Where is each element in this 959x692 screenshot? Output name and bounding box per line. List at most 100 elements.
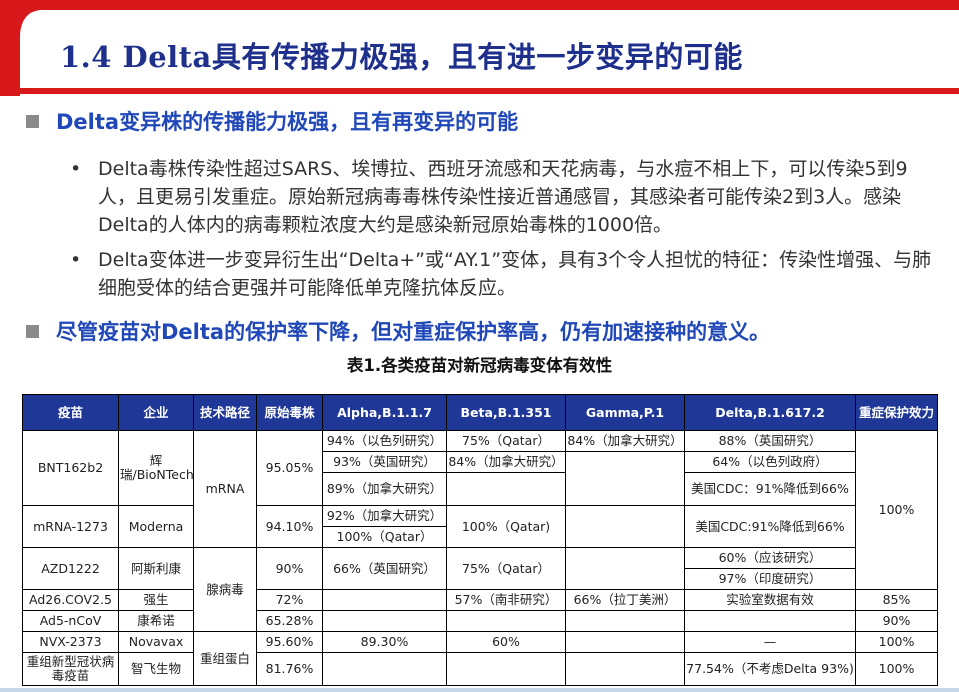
delta-cell: 97%（印度研究） [684, 568, 856, 590]
alpha-cell [322, 610, 447, 632]
alpha-cell [322, 652, 447, 686]
table-row: Ad26.COV2.5 强生 72% 57%（南非研究） 66%（拉丁美洲） 实… [22, 589, 938, 611]
original-strain-cell: 81.76% [256, 652, 323, 686]
delta-cell: 美国CDC:91%降低到66% [684, 505, 856, 548]
delta-cell [684, 610, 856, 632]
slide-title: 1.4 Delta具有传播力极强，且有进一步变异的可能 [60, 40, 743, 74]
gamma-cell [565, 505, 685, 548]
severe-protection-cell: 100% [855, 430, 938, 590]
delta-cell: 实验室数据有效 [684, 589, 856, 611]
vaccine-efficacy-table: 疫苗 企业 技术路径 原始毒株 Alpha,B.1.1.7 Beta,B.1.3… [22, 394, 938, 686]
beta-cell: 75%（Qatar） [446, 547, 566, 590]
footer-divider [0, 688, 959, 692]
beta-cell: 57%（南非研究） [446, 589, 566, 611]
square-bullet-icon [26, 324, 39, 338]
severe-protection-cell: 100% [855, 652, 938, 686]
table-title: 表1.各类疫苗对新冠病毒变体有效性 [346, 356, 613, 375]
company-cell: 智飞生物 [118, 652, 194, 686]
header-cell: 原始毒株 [256, 394, 323, 431]
table-row: NVX-2373 Novavax 重组蛋白 95.60% 89.30% 60% … [22, 631, 938, 686]
original-strain-cell: 95.60% [256, 631, 323, 653]
company-cell: 阿斯利康 [118, 547, 194, 590]
tech-cell: mRNA [193, 430, 257, 548]
bullet-text: Delta毒株传染性超过SARS、埃博拉、西班牙流感和天花病毒，与水痘不相上下，… [98, 158, 908, 236]
delta-cell: — [684, 631, 856, 653]
vaccine-cell: NVX-2373 [22, 631, 119, 653]
section-heading-text: Delta变异株的传播能力极强，且有再变异的可能 [56, 110, 519, 134]
table-row: BNT162b2 辉瑞/BioNTech mRNA 95.05% 94%（以色列… [22, 430, 938, 590]
dot-bullet-icon: • [70, 158, 82, 180]
square-bullet-icon [26, 114, 39, 128]
beta-cell: 60% [446, 631, 566, 653]
company-cell: Moderna [118, 505, 194, 548]
header-red-swoosh [0, 0, 959, 96]
alpha-cell: 89%（加拿大研究） [322, 472, 447, 506]
original-strain-cell: 94.10% [256, 505, 323, 548]
gamma-cell [565, 451, 685, 506]
original-strain-cell: 65.28% [256, 610, 323, 632]
section-heading-1: Delta变异株的传播能力极强，且有再变异的可能 [26, 106, 518, 136]
slide-header: 1.4 Delta具有传播力极强，且有进一步变异的可能 [0, 0, 959, 96]
vaccine-cell: Ad5-nCoV [22, 610, 119, 632]
alpha-cell [322, 589, 447, 611]
header-cell: Beta,B.1.351 [446, 394, 566, 431]
table-row: AZD1222 阿斯利康 腺病毒 90% 66%（英国研究） 75%（Qatar… [22, 547, 938, 632]
table-row: 重组新型冠状病毒疫苗 智飞生物 81.76% 77.54%（不考虑Delta 9… [22, 652, 938, 686]
original-strain-cell: 72% [256, 589, 323, 611]
delta-cell: 美国CDC：91%降低到66% [684, 472, 856, 506]
company-cell: Novavax [118, 631, 194, 653]
table-row: mRNA-1273 Moderna 94.10% 92%（加拿大研究） 100%… [22, 505, 938, 548]
gamma-cell: 84%（加拿大研究） [565, 430, 685, 452]
vaccine-cell: AZD1222 [22, 547, 119, 590]
severe-protection-cell: 90% [855, 610, 938, 632]
alpha-cell: 66%（英国研究） [322, 547, 447, 590]
section-heading-text: 尽管疫苗对Delta的保护率下降，但对重症保护率高，仍有加速接种的意义。 [56, 320, 771, 344]
delta-cell: 88%（英国研究） [684, 430, 856, 452]
company-cell: 辉瑞/BioNTech [118, 430, 194, 506]
bullet-point-1: • Delta毒株传染性超过SARS、埃博拉、西班牙流感和天花病毒，与水痘不相上… [70, 155, 940, 239]
table-header-row: 疫苗 企业 技术路径 原始毒株 Alpha,B.1.1.7 Beta,B.1.3… [22, 394, 938, 431]
beta-cell: 84%（加拿大研究） [446, 451, 566, 473]
table-row: Ad5-nCoV 康希诺 65.28% 90% [22, 610, 938, 632]
bullet-point-2: • Delta变体进一步变异衍生出“Delta+”或“AY.1”变体，具有3个令… [70, 246, 940, 302]
company-cell: 康希诺 [118, 610, 194, 632]
beta-cell: 75%（Qatar） [446, 430, 566, 452]
vaccine-cell: mRNA-1273 [22, 505, 119, 548]
beta-cell [446, 610, 566, 632]
tech-cell: 重组蛋白 [193, 631, 257, 686]
header-cell: 技术路径 [193, 394, 257, 431]
gamma-cell [565, 652, 685, 686]
original-strain-cell: 90% [256, 547, 323, 590]
alpha-cell: 89.30% [322, 631, 447, 653]
bullet-text: Delta变体进一步变异衍生出“Delta+”或“AY.1”变体，具有3个令人担… [98, 249, 932, 299]
beta-cell [446, 472, 566, 506]
alpha-cell: 100%（Qatar） [322, 526, 447, 548]
delta-cell: 77.54%（不考虑Delta 93%) [684, 652, 856, 686]
delta-cell: 60%（应该研究） [684, 547, 856, 569]
vaccine-cell: BNT162b2 [22, 430, 119, 506]
vaccine-cell: 重组新型冠状病毒疫苗 [22, 652, 119, 686]
delta-cell: 64%（以色列政府） [684, 451, 856, 473]
header-cell: 疫苗 [22, 394, 119, 431]
beta-cell [446, 652, 566, 686]
severe-protection-cell: 100% [855, 631, 938, 653]
section-heading-2: 尽管疫苗对Delta的保护率下降，但对重症保护率高，仍有加速接种的意义。 [26, 316, 770, 346]
gamma-cell [565, 547, 685, 590]
beta-cell: 100%（Qatar) [446, 505, 566, 548]
original-strain-cell: 95.05% [256, 430, 323, 506]
header-cell: 企业 [118, 394, 194, 431]
gamma-cell [565, 631, 685, 653]
vaccine-cell: Ad26.COV2.5 [22, 589, 119, 611]
tech-cell: 腺病毒 [193, 547, 257, 632]
header-cell: Gamma,P.1 [565, 394, 685, 431]
company-cell: 强生 [118, 589, 194, 611]
alpha-cell: 92%（加拿大研究） [322, 505, 447, 527]
header-cell: Alpha,B.1.1.7 [322, 394, 447, 431]
dot-bullet-icon: • [70, 249, 82, 271]
header-cell: 重症保护效力 [855, 394, 938, 431]
gamma-cell: 66%（拉丁美洲） [565, 589, 685, 611]
header-cell: Delta,B.1.617.2 [684, 394, 856, 431]
alpha-cell: 93%（英国研究） [322, 451, 447, 473]
alpha-cell: 94%（以色列研究） [322, 430, 447, 452]
gamma-cell [565, 610, 685, 632]
